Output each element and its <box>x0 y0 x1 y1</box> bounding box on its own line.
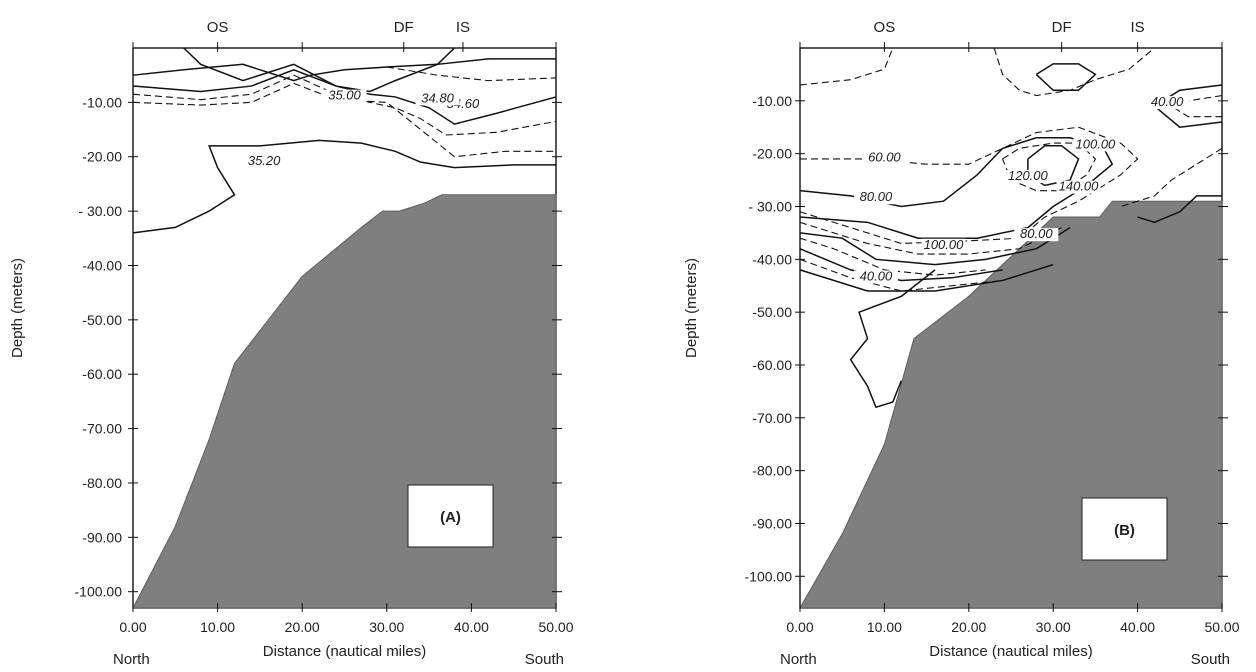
x-axis-title: Distance (nautical miles) <box>263 643 426 660</box>
x-tick-label: 0.00 <box>119 619 146 635</box>
y-tick-label: -40.00 <box>82 257 122 273</box>
contour-line <box>799 126 1139 245</box>
contour-line <box>849 269 936 409</box>
front-marker-label: IS <box>1131 19 1145 36</box>
contour-line <box>799 263 1054 292</box>
contour-label: 40.00 <box>860 268 893 283</box>
y-axis-title: Depth (meters) <box>683 258 700 358</box>
north-label: North <box>780 651 817 668</box>
contour-label-bg <box>1145 96 1190 110</box>
contour-line <box>132 58 556 82</box>
contour-line <box>132 74 557 136</box>
contour-label-bg <box>1056 180 1101 194</box>
front-marker-label: DF <box>1052 19 1072 36</box>
y-tick-label: -50.00 <box>82 312 122 328</box>
x-tick-label: 10.00 <box>867 619 902 635</box>
y-tick-label: -60.00 <box>82 366 122 382</box>
x-tick-label: 50.00 <box>1204 619 1239 635</box>
contour-label-bg <box>862 151 907 165</box>
y-tick-label: -80.00 <box>82 475 122 491</box>
y-tick-label: -60.00 <box>752 357 792 373</box>
contour-line <box>799 226 1071 266</box>
y-tick-label: -90.00 <box>752 515 792 531</box>
contour-label: 80.00 <box>1020 226 1053 241</box>
contour-label-bg <box>322 89 367 103</box>
x-tick-label: 30.00 <box>369 619 404 635</box>
contour-label-bg <box>415 92 460 106</box>
contour-label-bg <box>921 238 966 252</box>
contour-line <box>1170 95 1223 118</box>
contour-label-bg <box>853 191 898 205</box>
contour-label-bg <box>1014 228 1059 242</box>
contour-label: 35.20 <box>248 153 281 168</box>
contour-label: 34.80 <box>421 90 454 105</box>
south-label: South <box>525 651 564 668</box>
contour-line <box>132 68 557 125</box>
contour-line <box>1035 63 1097 92</box>
x-tick-label: 20.00 <box>951 619 986 635</box>
front-marker-label: OS <box>207 19 229 36</box>
x-axis-title: Distance (nautical miles) <box>929 643 1092 660</box>
panel-label-box <box>407 484 494 548</box>
contour-line <box>132 139 556 234</box>
y-tick-label: -100.00 <box>745 568 793 584</box>
contour-line <box>1002 142 1097 192</box>
contour-line <box>799 258 1003 292</box>
north-label: North <box>113 651 150 668</box>
contour-line <box>799 47 894 86</box>
front-marker-label: IS <box>456 19 470 36</box>
x-tick-label: 50.00 <box>538 619 573 635</box>
contour-line <box>799 221 1062 255</box>
contour-label: 35.00 <box>328 88 361 103</box>
y-tick-label: - 30.00 <box>748 198 792 214</box>
y-tick-label: - 30.00 <box>78 203 122 219</box>
contour-line <box>799 237 986 276</box>
contour-label: 140.00 <box>1059 179 1100 194</box>
y-tick-label: -20.00 <box>82 149 122 165</box>
contour-label: 40.00 <box>1151 94 1184 109</box>
south-label: South <box>1191 651 1230 668</box>
contour-line <box>799 248 1003 282</box>
y-tick-label: -10.00 <box>752 93 792 109</box>
x-tick-label: 30.00 <box>1036 619 1071 635</box>
y-tick-label: -90.00 <box>82 529 122 545</box>
panel-label: (A) <box>440 509 461 526</box>
y-tick-label: -50.00 <box>752 304 792 320</box>
y-tick-label: -100.00 <box>75 584 123 600</box>
contour-label: 120.00 <box>1008 168 1049 183</box>
panel-label: (B) <box>1114 522 1135 539</box>
contour-line <box>993 47 1155 97</box>
y-tick-label: -20.00 <box>752 146 792 162</box>
x-tick-label: 0.00 <box>786 619 813 635</box>
front-marker-label: DF <box>394 19 414 36</box>
contour-label: 80.00 <box>860 189 893 204</box>
y-tick-label: -80.00 <box>752 463 792 479</box>
y-tick-label: -70.00 <box>82 421 122 437</box>
y-tick-label: -40.00 <box>752 251 792 267</box>
contour-label-bg <box>853 270 898 284</box>
x-tick-label: 20.00 <box>285 619 320 635</box>
contour-label-bg <box>1005 170 1050 184</box>
y-tick-label: -70.00 <box>752 410 792 426</box>
x-tick-label: 40.00 <box>454 619 489 635</box>
contour-line <box>1120 147 1223 208</box>
x-tick-label: 10.00 <box>200 619 235 635</box>
contour-label-bg <box>1073 138 1118 152</box>
contour-label: 100.00 <box>924 237 965 252</box>
x-tick-label: 40.00 <box>1120 619 1155 635</box>
contour-label: 60.00 <box>868 150 901 165</box>
front-marker-label: OS <box>874 19 896 36</box>
contour-line <box>1137 195 1222 224</box>
contour-label-bg <box>242 154 287 168</box>
contour-label: 100.00 <box>1076 136 1117 151</box>
y-tick-label: -10.00 <box>82 94 122 110</box>
panel-label-box <box>1081 497 1168 561</box>
contour-line <box>386 66 557 82</box>
y-axis-title: Depth (meters) <box>9 258 26 358</box>
chart-panel-b: (B) 60.00 80.00 100.00 80.00 40.00 100.00 120.0… <box>683 19 1240 668</box>
